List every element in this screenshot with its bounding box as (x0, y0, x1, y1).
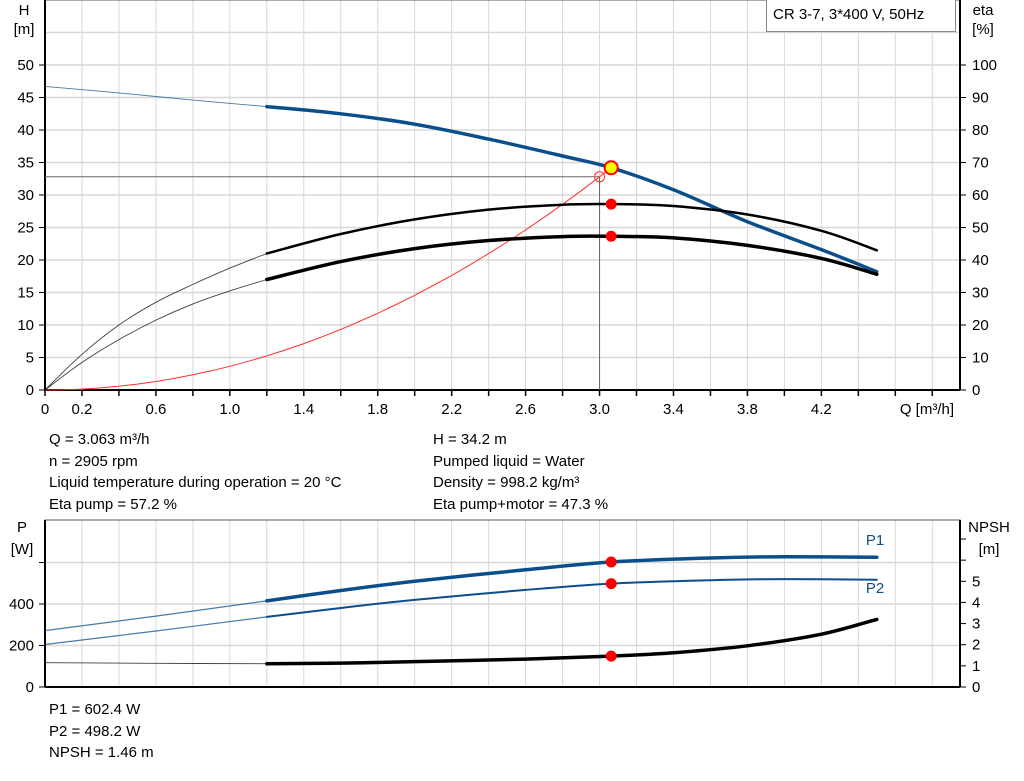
x-tick-label: 3.0 (589, 401, 610, 418)
p1-curve-extrapolated (44, 600, 267, 632)
y-tick-label-left: 15 (17, 285, 34, 302)
y-tick-label-right: 0 (972, 382, 980, 399)
y-tick-label-left: 20 (17, 252, 34, 269)
head-curve-extrapolated (44, 85, 267, 108)
readouts-top-left: Q = 3.063 m³/h n = 2905 rpm Liquid tempe… (49, 429, 341, 515)
readouts-bottom: P1 = 602.4 W P2 = 498.2 W NPSH = 1.46 m (49, 699, 154, 764)
readout-eta-total: Eta pump+motor = 47.3 % (433, 495, 609, 513)
y-tick-label-right: 20 (972, 317, 989, 334)
system-curve (44, 167, 612, 391)
pump-title-box: CR 3-7, 3*400 V, 50Hz (766, 0, 956, 32)
eta-pump-curve (265, 202, 879, 255)
x-tick-label: 2.2 (441, 401, 462, 418)
readout-p2: P2 = 498.2 W (49, 722, 141, 740)
readout-density: Density = 998.2 kg/m³ (433, 474, 580, 491)
y-axis-unit-right: [%] (972, 21, 994, 38)
readout-speed: n = 2905 rpm (49, 452, 138, 470)
eta-total-curve (265, 234, 879, 282)
y-tick-label-right: 50 (972, 220, 989, 237)
legend-p2: P2 (866, 580, 884, 597)
pump-title: CR 3-7, 3*400 V, 50Hz (773, 6, 925, 23)
y-tick-label-right: 70 (972, 155, 989, 172)
eta-pump-curve-extrapolated (44, 253, 267, 391)
y-axis-label-left: P (17, 519, 27, 536)
y-tick-label-right: 3 (972, 616, 980, 633)
y-axis-label-right: NPSH (968, 519, 1010, 536)
p1-curve (265, 554, 879, 603)
y-tick-label-left: 25 (17, 220, 34, 237)
y-tick-label-left: 45 (17, 90, 34, 107)
y-tick-label-right: 40 (972, 252, 989, 269)
x-tick-label: 4.2 (811, 401, 832, 418)
p2-duty-marker (605, 578, 617, 590)
y-tick-label-right: 60 (972, 187, 989, 204)
y-tick-label-left: 40 (17, 122, 34, 139)
y-axis-unit-left: [m] (14, 21, 35, 38)
y-tick-label-right: 80 (972, 122, 989, 139)
legend-p1: P1 (866, 532, 884, 549)
y-tick-label-left: 30 (17, 187, 34, 204)
readout-eta-pump: Eta pump = 57.2 % (49, 495, 177, 513)
y-axis-label-left: H (19, 2, 30, 19)
y-tick-label-right: 2 (972, 637, 980, 654)
readout-head: H = 34.2 m (433, 431, 507, 448)
x-tick-label: 3.4 (663, 401, 684, 418)
readout-temperature: Liquid temperature during operation = 20… (49, 474, 342, 491)
x-tick-label: 1.0 (219, 401, 240, 418)
y-tick-label-right: 0 (972, 679, 980, 696)
eta-total-curve-extrapolated (44, 279, 267, 391)
y-tick-label-left: 0 (26, 382, 34, 399)
p1-duty-marker (605, 556, 617, 568)
y-axis-unit-left: [W] (11, 541, 34, 558)
head-duty-marker (603, 160, 619, 176)
y-axis-label-right: eta (973, 2, 995, 19)
y-tick-label-left: 0 (26, 679, 34, 696)
readouts-top-right: H = 34.2 m Pumped liquid = Water Density… (433, 429, 608, 515)
y-tick-label-left: 5 (26, 350, 34, 367)
p2-curve-extrapolated (44, 616, 267, 646)
y-tick-label-left: 35 (17, 155, 34, 172)
readout-p1: P1 = 602.4 W (49, 701, 141, 718)
y-tick-label-right: 100 (972, 57, 997, 74)
npsh-curve-extrapolated (44, 662, 267, 665)
x-tick-label: 0.2 (72, 401, 93, 418)
npsh-curve (265, 617, 879, 666)
x-tick-label: 1.8 (367, 401, 388, 418)
y-tick-label-right: 4 (972, 594, 980, 611)
readout-npsh: NPSH = 1.46 m (49, 744, 154, 761)
p2-curve (265, 578, 878, 618)
eta-pump-duty-marker (605, 198, 617, 210)
y-tick-label-right: 10 (972, 350, 989, 367)
npsh-duty-marker (605, 650, 617, 662)
y-tick-label-right: 5 (972, 573, 980, 590)
y-tick-label-left: 200 (9, 638, 34, 655)
y-tick-label-left: 50 (17, 57, 34, 74)
x-tick-label: 0 (41, 401, 49, 418)
eta-total-duty-marker (605, 230, 617, 242)
y-axis-unit-right: [m] (979, 541, 1000, 558)
y-tick-label-right: 1 (972, 658, 980, 675)
x-tick-label: 0.6 (145, 401, 166, 418)
head-curve (265, 104, 879, 274)
readout-liquid: Pumped liquid = Water (433, 452, 585, 470)
y-tick-label-right: 30 (972, 285, 989, 302)
x-tick-label: 3.8 (737, 401, 758, 418)
system-point-marker (594, 171, 606, 183)
y-tick-label-right: 90 (972, 90, 989, 107)
y-tick-label-left: 400 (9, 596, 34, 613)
x-axis-label: Q [m³/h] (900, 401, 954, 418)
x-tick-label: 2.6 (515, 401, 536, 418)
readout-flow: Q = 3.063 m³/h (49, 431, 150, 448)
x-tick-label: 1.4 (293, 401, 314, 418)
y-tick-label-left: 10 (17, 317, 34, 334)
